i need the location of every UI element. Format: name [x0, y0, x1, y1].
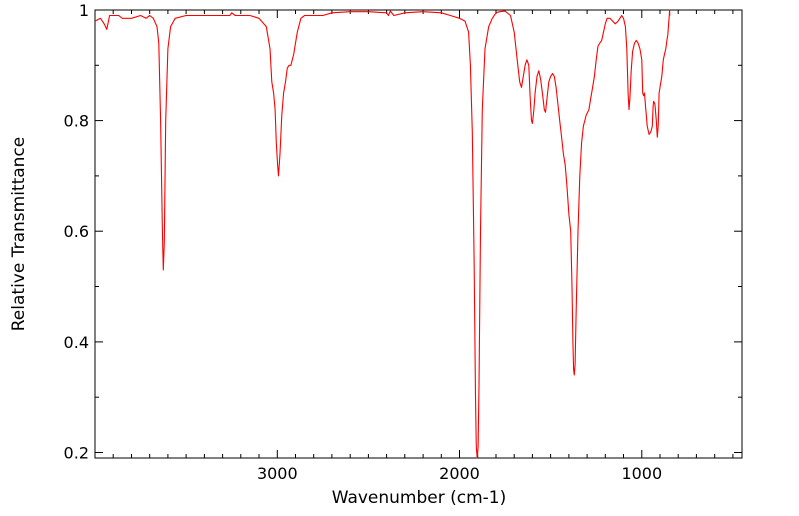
spectrum-line — [94, 9, 671, 459]
y-tick-label: 0.2 — [64, 444, 89, 463]
y-tick-label: 0.8 — [64, 112, 89, 131]
plot-frame — [94, 9, 743, 459]
y-axis-title: Relative Transmittance — [9, 137, 29, 332]
y-tick-label: 0.6 — [64, 222, 89, 241]
y-tick-label: 1 — [79, 1, 89, 20]
y-tick-label: 0.4 — [64, 333, 89, 352]
x-tick-label: 3000 — [257, 464, 298, 483]
x-tick-label: 1000 — [621, 464, 662, 483]
x-axis-title: Wavenumber (cm-1) — [332, 488, 507, 508]
y-axis-ticks: 1 0.8 0.6 0.4 0.2 — [64, 1, 742, 463]
x-axis-ticks: 3000 2000 1000 — [94, 10, 734, 483]
x-tick-label: 2000 — [439, 464, 480, 483]
